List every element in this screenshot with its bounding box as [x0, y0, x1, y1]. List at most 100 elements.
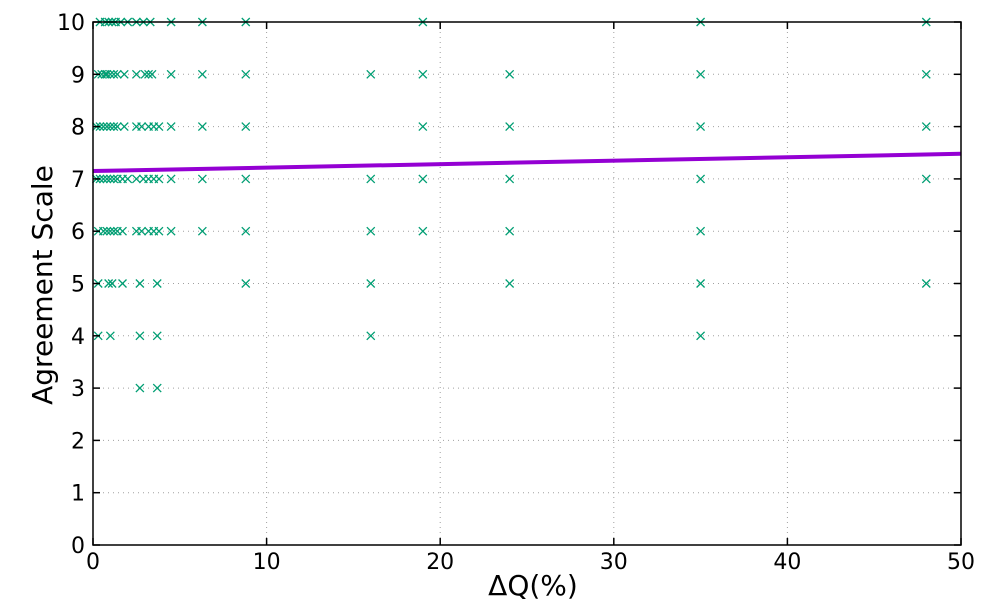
data-point-stroke [137, 122, 147, 132]
data-point [135, 331, 145, 341]
data-point-stroke [135, 331, 145, 341]
data-point [505, 279, 515, 288]
data-point [105, 174, 115, 184]
data-point-stroke [104, 279, 114, 288]
data-point [152, 331, 162, 341]
data-point [197, 226, 207, 236]
data-point [166, 174, 176, 184]
data-point [112, 122, 122, 132]
data-point [144, 69, 154, 79]
data-point [123, 174, 133, 184]
x-axis-label: ΔQ(%) [488, 569, 578, 600]
y-tick-label: 9 [71, 63, 85, 88]
x-tick-label: 20 [426, 550, 454, 575]
data-point-stroke [366, 279, 376, 288]
data-point [102, 122, 112, 132]
data-point-stroke [154, 226, 164, 236]
data-point [102, 174, 112, 184]
data-point [921, 122, 931, 132]
data-point-stroke [366, 226, 376, 236]
data-point [166, 226, 176, 236]
y-axis-label: Agreement Scale [26, 165, 59, 405]
x-tick-label: 30 [600, 550, 628, 575]
data-point-stroke [418, 226, 428, 236]
data-point [241, 122, 251, 132]
data-point-stroke [505, 69, 515, 79]
data-point [366, 226, 376, 236]
data-point-stroke [105, 226, 115, 236]
data-point-stroke [505, 174, 515, 184]
data-point-stroke [119, 69, 129, 79]
data-point-stroke [144, 69, 154, 79]
data-point-stroke [197, 69, 207, 79]
data-point [366, 174, 376, 184]
data-point-stroke [366, 174, 376, 184]
y-tick-label: 5 [71, 273, 85, 298]
data-point [98, 174, 108, 184]
data-point [112, 69, 122, 79]
data-point [137, 226, 147, 236]
data-point-stroke [118, 226, 127, 236]
data-point [166, 69, 176, 79]
y-tick-label: 7 [71, 168, 85, 193]
data-point-stroke [696, 331, 706, 341]
data-point [152, 279, 162, 288]
data-point [241, 174, 251, 184]
data-point-stroke [123, 174, 133, 184]
data-point [241, 279, 251, 288]
data-point [105, 122, 115, 132]
x-tick-label: 40 [773, 550, 801, 575]
data-point-stroke [696, 226, 706, 236]
data-point [366, 331, 376, 341]
data-point [921, 279, 931, 288]
data-point-stroke [102, 226, 112, 236]
data-point-stroke [119, 122, 129, 132]
data-point-stroke [109, 174, 119, 184]
data-point [131, 174, 141, 184]
data-point [197, 174, 207, 184]
data-point [109, 69, 119, 79]
data-point-stroke [241, 174, 251, 184]
data-point [505, 226, 515, 236]
data-point [505, 122, 515, 132]
data-point-stroke [921, 122, 931, 132]
data-point-stroke [197, 174, 207, 184]
data-point-stroke [98, 122, 108, 132]
data-point [505, 69, 515, 79]
data-point-stroke [418, 122, 428, 132]
data-point-stroke [241, 69, 251, 79]
data-point [109, 122, 119, 132]
data-point-stroke [241, 279, 251, 288]
data-point-stroke [102, 69, 112, 79]
data-point [154, 174, 164, 184]
data-point-stroke [505, 226, 515, 236]
data-point-stroke [102, 122, 112, 132]
data-point [105, 226, 115, 236]
data-point-stroke [418, 69, 428, 79]
data-point-stroke [197, 122, 207, 132]
data-point [135, 279, 145, 288]
data-point [137, 122, 147, 132]
data-point-stroke [131, 69, 141, 79]
data-point [107, 279, 117, 288]
data-point [197, 69, 207, 79]
data-point-stroke [105, 122, 115, 132]
y-tick-label: 6 [71, 220, 85, 245]
data-point-stroke [241, 226, 251, 236]
data-point-stroke [921, 69, 931, 79]
data-point [109, 226, 119, 236]
x-tick-label: 50 [947, 550, 975, 575]
data-point [105, 69, 115, 79]
data-point-stroke [147, 69, 157, 79]
data-point [154, 122, 164, 132]
data-point [105, 331, 115, 341]
data-point-stroke [135, 383, 145, 393]
data-point-stroke [152, 383, 162, 393]
data-point-stroke [166, 174, 176, 184]
data-point [921, 69, 931, 79]
data-point [104, 279, 114, 288]
x-tick-label: 0 [86, 550, 100, 575]
y-tick-label: 0 [71, 534, 85, 559]
data-point-stroke [166, 122, 176, 132]
